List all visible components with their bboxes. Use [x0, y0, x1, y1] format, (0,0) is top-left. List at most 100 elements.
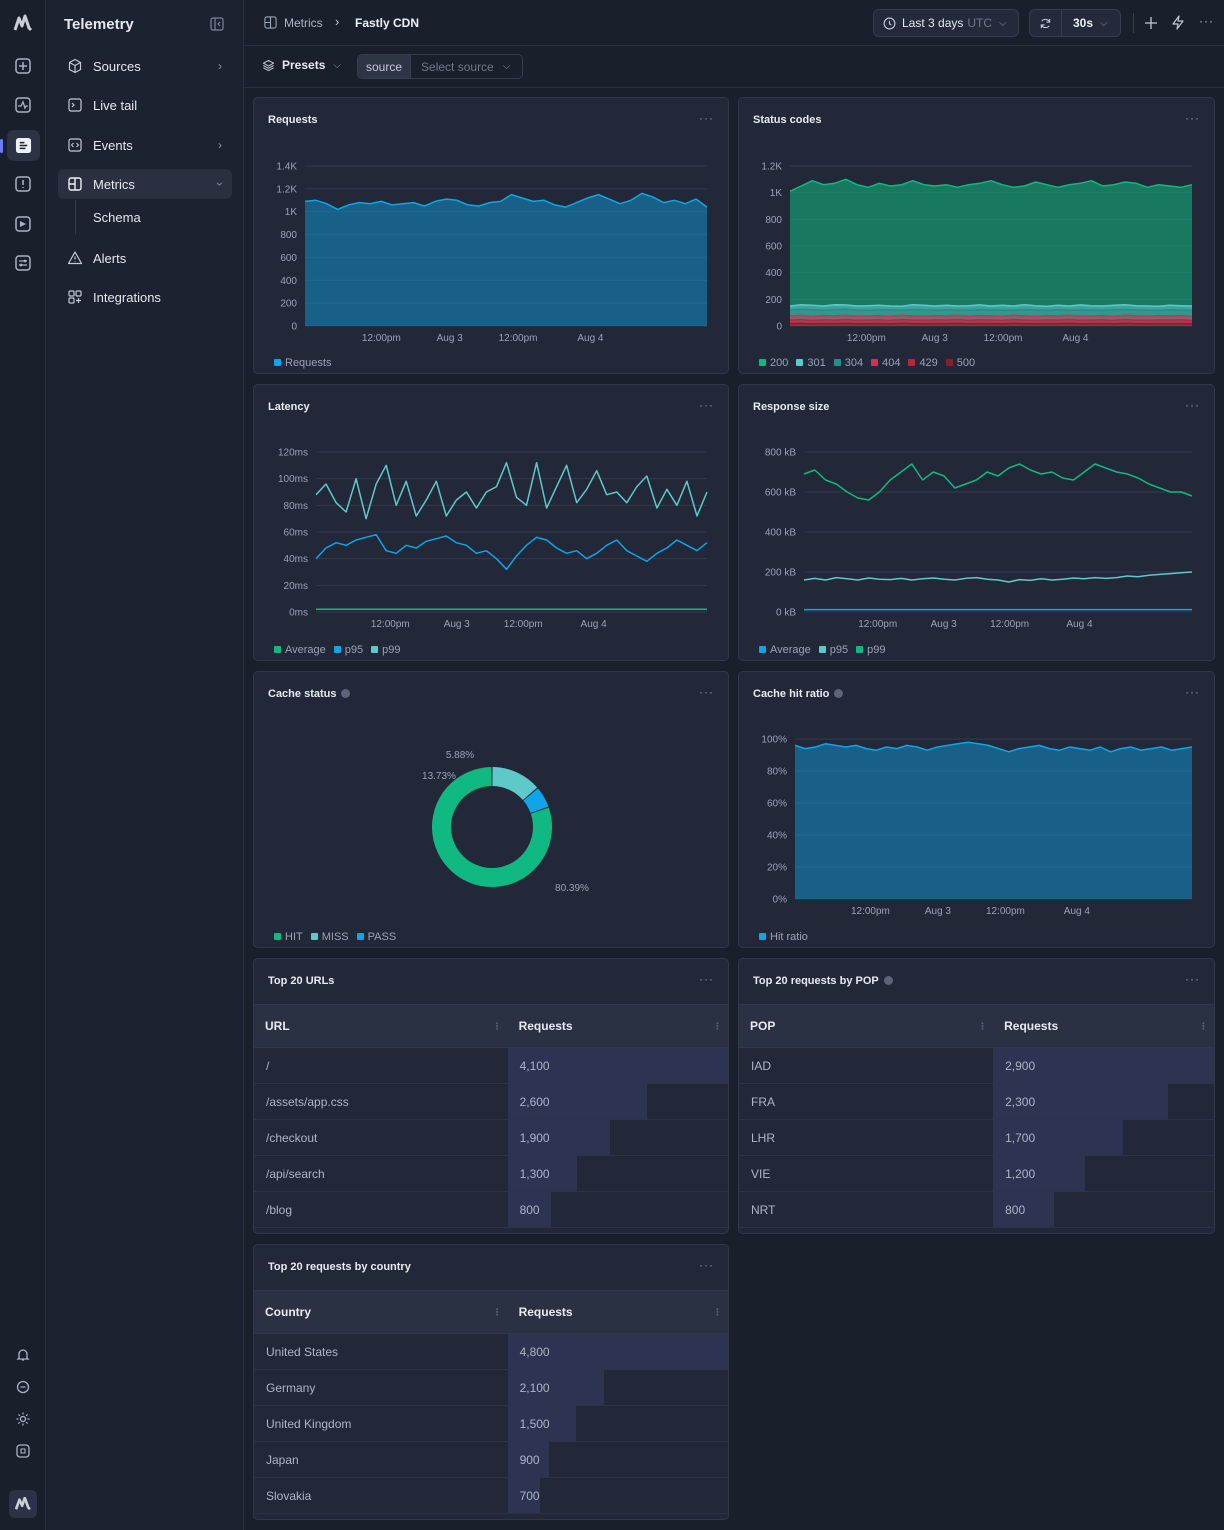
y-tick-label: 1.2K [276, 184, 297, 195]
refresh-control[interactable]: 30s ⌵ [1029, 9, 1121, 37]
column-header[interactable]: Country ⋮ [254, 1291, 508, 1333]
panel-menu-icon[interactable]: ··· [699, 111, 714, 125]
table-row[interactable]: United Kingdom 1,500 [254, 1406, 728, 1442]
table-row[interactable]: / 4,100 [254, 1048, 728, 1084]
table-row[interactable]: /api/search 1,300 [254, 1156, 728, 1192]
info-icon[interactable] [341, 689, 351, 698]
resize-handle-icon[interactable]: ⋮ [978, 1020, 988, 1031]
legend-item[interactable]: p95 [333, 644, 363, 656]
dashboard-plus-icon[interactable] [14, 57, 32, 75]
y-tick-label: 400 kB [765, 528, 796, 539]
resize-handle-icon[interactable]: ⋮ [712, 1020, 722, 1031]
sidebar-item-events[interactable]: Events › [58, 130, 232, 160]
table-row[interactable]: Slovakia 700 [254, 1478, 728, 1514]
legend-item[interactable]: Hit ratio [759, 931, 808, 943]
info-icon[interactable] [883, 976, 893, 985]
refresh-button[interactable] [1030, 10, 1062, 36]
table-row[interactable]: FRA 2,300 [739, 1084, 1214, 1120]
presets-dropdown[interactable]: Presets ⌵ [262, 58, 341, 72]
legend-item[interactable]: 304 [833, 357, 863, 369]
row-value: 4,800 [507, 1334, 728, 1369]
panel-menu-icon[interactable]: ··· [1185, 685, 1200, 699]
column-header[interactable]: Requests ⋮ [508, 1005, 728, 1047]
panel-menu-icon[interactable]: ··· [699, 685, 714, 699]
status-page-icon[interactable] [14, 215, 32, 233]
legend-item[interactable]: Average [759, 644, 811, 656]
legend-item[interactable]: PASS [356, 931, 396, 943]
sun-icon[interactable] [16, 1412, 30, 1426]
add-icon[interactable] [1144, 16, 1158, 30]
table-row[interactable]: LHR 1,700 [739, 1120, 1214, 1156]
legend-item[interactable]: p95 [818, 644, 848, 656]
table-row[interactable]: IAD 2,900 [739, 1048, 1214, 1084]
panel-menu-icon[interactable]: ··· [699, 398, 714, 412]
resize-handle-icon[interactable]: ⋮ [492, 1020, 502, 1031]
column-header[interactable]: Requests ⋮ [508, 1291, 728, 1333]
table-row[interactable]: /checkout 1,900 [254, 1120, 728, 1156]
incident-icon[interactable] [14, 175, 32, 193]
resize-handle-icon[interactable]: ⋮ [712, 1306, 722, 1317]
legend-item[interactable]: p99 [856, 644, 886, 656]
bell-icon[interactable] [16, 1348, 30, 1362]
source-select-placeholder[interactable]: Select source [421, 59, 494, 74]
sidebar-item-metrics[interactable]: Metrics › [58, 169, 232, 199]
activity-icon[interactable] [14, 96, 32, 114]
column-header[interactable]: POP ⋮ [739, 1005, 993, 1047]
table-row[interactable]: /assets/app.css 2,600 [254, 1084, 728, 1120]
breadcrumb-parent[interactable]: Metrics [284, 16, 323, 30]
legend-item[interactable]: 301 [796, 357, 826, 369]
legend-item[interactable]: 404 [871, 357, 900, 369]
column-header[interactable]: URL ⋮ [254, 1005, 508, 1047]
legend-item[interactable]: Average [274, 644, 326, 656]
table-row[interactable]: NRT 800 [739, 1192, 1214, 1228]
resize-handle-icon[interactable]: ⋮ [1199, 1020, 1208, 1031]
sidebar-item-alerts[interactable]: Alerts [58, 243, 232, 273]
table-row[interactable]: /blog 800 [254, 1192, 728, 1228]
legend-item[interactable]: Requests [274, 357, 331, 369]
legend-item[interactable]: 429 [908, 357, 938, 369]
command-icon[interactable] [16, 1444, 30, 1458]
panel-menu-icon[interactable]: ··· [699, 1258, 714, 1272]
column-header[interactable]: Requests ⋮ [993, 1005, 1214, 1047]
telemetry-rail-button[interactable] [7, 130, 40, 161]
panel-menu-icon[interactable]: ··· [1185, 398, 1200, 412]
source-filter[interactable]: source Select source ⌵ [357, 54, 523, 79]
more-menu-icon[interactable]: ··· [1199, 14, 1214, 28]
sidebar-item-integrations[interactable]: Integrations [58, 282, 232, 312]
info-icon[interactable] [834, 689, 844, 698]
alert-triangle-icon [67, 251, 83, 265]
row-value: 2,900 [993, 1048, 1214, 1083]
table-row[interactable]: Germany 2,100 [254, 1370, 728, 1406]
sidebar-item-schema[interactable]: Schema [93, 210, 141, 225]
chevron-down-icon: ⌵ [1100, 17, 1108, 29]
panel-menu-icon[interactable]: ··· [1185, 111, 1200, 125]
settings-sliders-icon[interactable] [14, 254, 32, 272]
layers-icon [262, 59, 275, 71]
collapse-sidebar-icon[interactable] [210, 17, 224, 31]
row-key: Germany [266, 1380, 316, 1395]
chart-legend: Hit ratio [759, 931, 808, 943]
sidebar-item-live-tail[interactable]: Live tail [58, 90, 232, 120]
legend-item[interactable]: HIT [274, 931, 303, 943]
row-key: United States [266, 1344, 339, 1359]
legend-item[interactable]: 500 [945, 357, 975, 369]
workspace-avatar[interactable] [9, 1490, 37, 1518]
sidebar-item-sources[interactable]: Sources › [58, 51, 232, 81]
panel-menu-icon[interactable]: ··· [1185, 972, 1200, 986]
lightning-icon[interactable] [1171, 15, 1185, 30]
value-bar [507, 1048, 728, 1083]
chevron-down-icon: ⌵ [333, 59, 341, 71]
chat-icon[interactable] [16, 1380, 30, 1394]
panel-latency: Latency ··· 0ms 20ms 40ms 60ms 80ms 100ms 120m… [253, 384, 729, 661]
panel-menu-icon[interactable]: ··· [699, 972, 714, 986]
legend-item[interactable]: MISS [310, 931, 349, 943]
time-range-picker[interactable]: Last 3 days UTC ⌵ [873, 9, 1019, 37]
legend-item[interactable]: p99 [371, 644, 401, 656]
table-row[interactable]: Japan 900 [254, 1442, 728, 1478]
resize-handle-icon[interactable]: ⋮ [492, 1306, 502, 1317]
legend-item[interactable]: 200 [759, 357, 788, 369]
table-row[interactable]: United States 4,800 [254, 1334, 728, 1370]
logo-icon[interactable] [13, 14, 33, 32]
table-row[interactable]: VIE 1,200 [739, 1156, 1214, 1192]
row-key: / [266, 1058, 270, 1073]
